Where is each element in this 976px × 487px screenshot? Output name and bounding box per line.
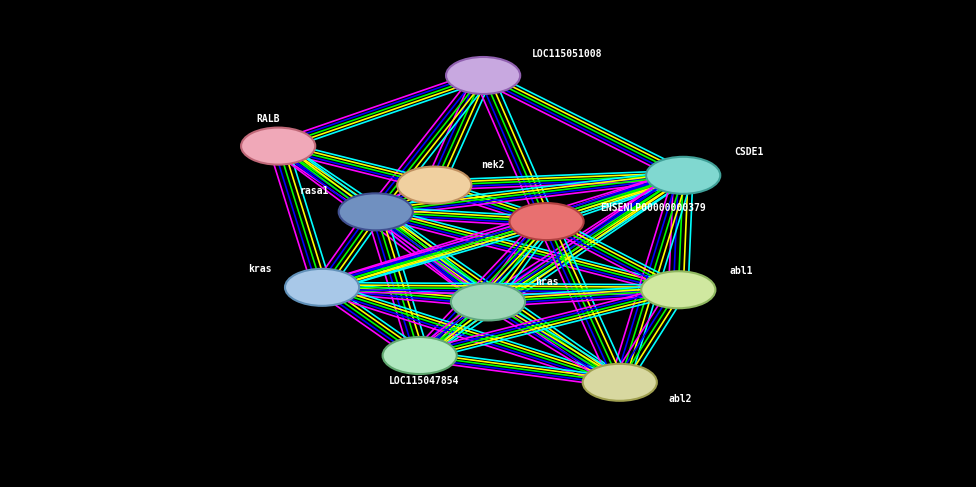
Text: LOC115051008: LOC115051008 — [532, 49, 602, 58]
Text: LOC115047854: LOC115047854 — [389, 376, 460, 386]
Circle shape — [285, 269, 359, 306]
Text: rasa1: rasa1 — [300, 187, 329, 196]
Circle shape — [397, 167, 471, 204]
Text: nek2: nek2 — [481, 160, 505, 169]
Circle shape — [641, 271, 715, 308]
Circle shape — [339, 193, 413, 230]
Text: ENSENLP00000000379: ENSENLP00000000379 — [600, 203, 706, 213]
Circle shape — [383, 337, 457, 374]
Circle shape — [509, 203, 584, 240]
Circle shape — [646, 157, 720, 194]
Circle shape — [241, 128, 315, 165]
Circle shape — [583, 364, 657, 401]
Text: abl2: abl2 — [669, 394, 692, 404]
Circle shape — [451, 283, 525, 320]
Text: hras: hras — [535, 278, 558, 287]
Circle shape — [446, 57, 520, 94]
Text: kras: kras — [248, 264, 271, 274]
Text: CSDE1: CSDE1 — [734, 147, 763, 157]
Text: abl1: abl1 — [729, 266, 752, 276]
Text: RALB: RALB — [257, 114, 280, 124]
